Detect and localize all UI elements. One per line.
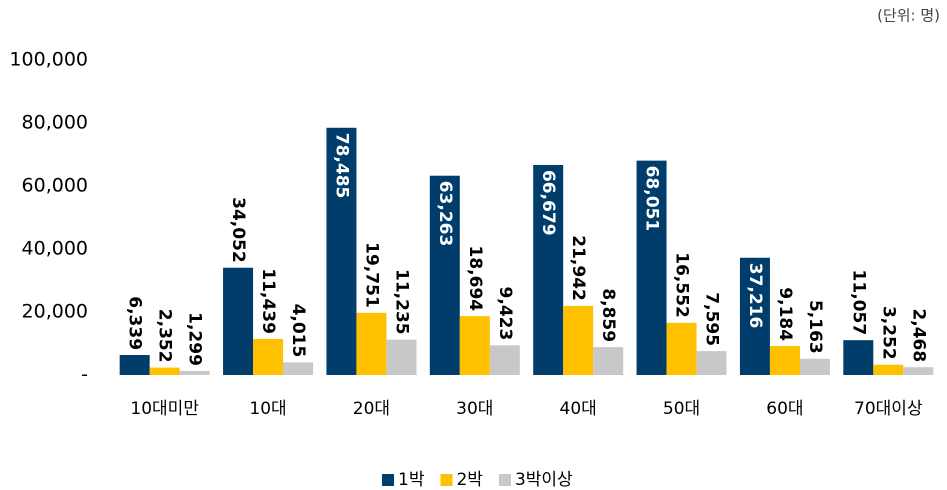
bar: [843, 340, 874, 375]
bar: [283, 362, 314, 375]
value-label: 68,051: [642, 166, 662, 232]
value-label: 2,468: [908, 308, 928, 362]
value-label: 6,339: [125, 296, 145, 350]
bar: [799, 358, 830, 375]
bar: [769, 346, 800, 375]
y-tick-label: 80,000: [22, 112, 88, 134]
y-tick-label: -: [81, 364, 88, 386]
value-label: 7,595: [702, 292, 722, 346]
x-tick-label: 40대: [560, 399, 597, 419]
x-tick-label: 50대: [663, 399, 700, 419]
x-tick-label: 60대: [766, 399, 803, 419]
bar: [873, 364, 904, 375]
legend-swatch: [382, 474, 394, 486]
value-label: 1,299: [185, 312, 205, 366]
value-label: 11,235: [391, 269, 411, 335]
value-label: 63,263: [435, 181, 455, 247]
value-label: 78,485: [331, 133, 351, 199]
bar: [253, 338, 284, 375]
x-tick-label: 20대: [353, 399, 390, 419]
bar: [739, 257, 770, 375]
value-label: 9,184: [775, 287, 795, 341]
bar: [119, 355, 150, 375]
x-tick-label: 10대: [249, 399, 286, 419]
unit-note: (단위: 명): [877, 7, 940, 25]
value-label: 5,163: [805, 300, 825, 354]
bar: [356, 312, 387, 375]
bar: [429, 175, 460, 375]
x-tick-label: 70대이상: [854, 399, 923, 419]
value-label: 19,751: [361, 242, 381, 308]
value-label: 4,015: [288, 304, 308, 358]
legend-swatch: [498, 474, 511, 486]
x-tick-label: 30대: [456, 399, 493, 419]
value-label: 8,859: [598, 288, 618, 342]
legend-swatch: [440, 474, 453, 486]
value-label: 11,057: [848, 270, 868, 336]
y-tick-label: 40,000: [22, 238, 88, 260]
bar: [489, 345, 520, 375]
legend-label: 3박이상: [515, 470, 573, 490]
y-tick-label: 60,000: [22, 175, 88, 197]
bar: [593, 347, 624, 375]
value-label: 66,679: [538, 170, 558, 236]
value-label: 34,052: [228, 197, 248, 263]
legend-label: 2박: [456, 470, 483, 490]
bar: [636, 160, 667, 375]
bar: [179, 370, 210, 375]
value-label: 3,252: [878, 306, 898, 360]
value-label: 2,352: [155, 309, 175, 363]
bar: [149, 367, 180, 375]
value-label: 18,694: [465, 246, 485, 312]
y-tick-label: 100,000: [9, 49, 88, 71]
y-tick-label: 20,000: [22, 301, 88, 323]
bar: [459, 316, 490, 375]
x-tick-label: 10대미만: [130, 399, 199, 419]
value-label: 21,942: [568, 235, 588, 301]
bar: [903, 367, 934, 375]
value-label: 11,439: [258, 268, 278, 334]
value-label: 9,423: [495, 287, 515, 341]
bar: [666, 322, 697, 375]
bar: [223, 267, 254, 375]
legend-label: 1박: [398, 470, 425, 490]
bar: [563, 305, 594, 375]
bar: [533, 164, 564, 375]
bar: [696, 351, 727, 375]
value-label: 37,216: [745, 263, 765, 329]
value-label: 16,552: [672, 252, 692, 318]
bar: [326, 127, 357, 375]
bar: [386, 339, 417, 375]
